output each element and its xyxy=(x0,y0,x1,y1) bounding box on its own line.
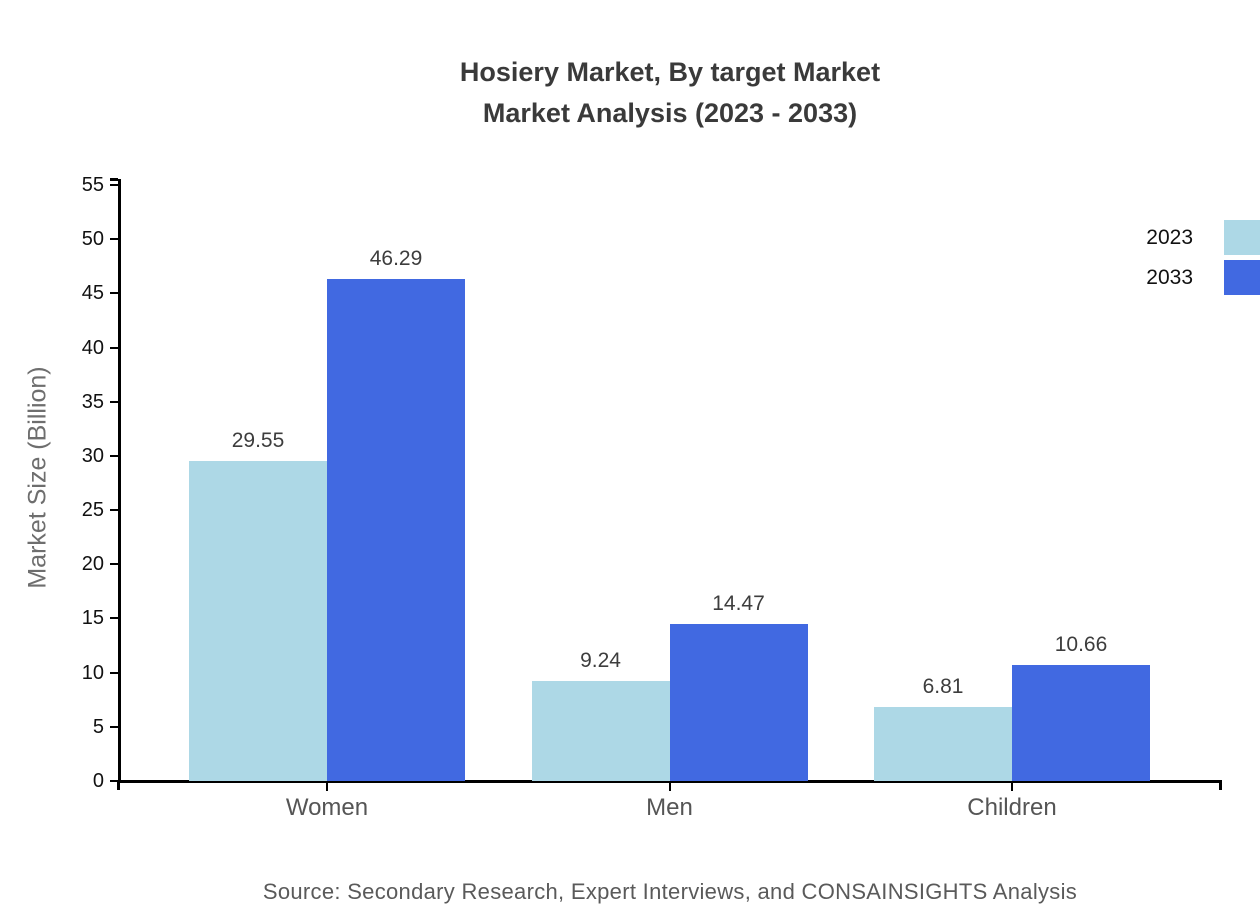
y-axis-endcap-tick xyxy=(110,178,118,181)
y-tick xyxy=(110,292,118,295)
source-note: Source: Secondary Research, Expert Inter… xyxy=(262,879,1078,904)
bar-value-label: 46.29 xyxy=(369,247,423,271)
x-axis-endcap-left xyxy=(117,781,120,790)
bar-2033-women xyxy=(327,279,465,781)
legend-swatch-2033 xyxy=(1224,260,1260,295)
y-tick xyxy=(110,617,118,620)
bar-2023-women xyxy=(189,460,327,781)
y-tick-label: 45 xyxy=(81,282,104,305)
y-axis-line xyxy=(118,179,121,783)
x-tick xyxy=(668,781,671,791)
y-tick-label: 35 xyxy=(81,390,104,413)
bar-2023-children xyxy=(874,707,1012,781)
y-tick xyxy=(110,509,118,512)
y-tick-label: 40 xyxy=(81,336,104,359)
y-tick-label: 5 xyxy=(92,715,104,738)
y-tick xyxy=(110,346,118,349)
x-category-label: Men xyxy=(646,794,693,821)
y-tick-label: 30 xyxy=(81,444,104,467)
y-axis-title: Market Size (Billion) xyxy=(23,366,52,589)
y-tick xyxy=(110,780,118,782)
y-tick-label: 10 xyxy=(81,661,104,684)
y-tick xyxy=(110,563,118,566)
bar-value-label: 10.66 xyxy=(1054,633,1108,657)
y-tick-label: 50 xyxy=(81,228,104,251)
chart-title-line2: Market Analysis (2023 - 2033) xyxy=(482,98,858,128)
y-tick xyxy=(110,400,118,403)
y-tick-label: 20 xyxy=(81,553,104,576)
x-tick xyxy=(1011,781,1013,791)
y-tick xyxy=(110,671,118,674)
bar-2033-men xyxy=(669,624,808,781)
y-tick-label: 25 xyxy=(81,499,104,522)
chart-title-line1: Hosiery Market, By target Market xyxy=(459,57,881,87)
bar-value-label: 6.81 xyxy=(922,675,964,699)
bar-value-label: 29.55 xyxy=(231,428,285,452)
legend-swatch-2023 xyxy=(1224,220,1260,255)
x-category-label: Children xyxy=(967,794,1057,821)
y-tick xyxy=(110,725,118,728)
x-tick xyxy=(326,781,328,791)
y-tick-label: 15 xyxy=(81,607,104,630)
bar-2033-children xyxy=(1012,665,1150,781)
y-tick-label: 55 xyxy=(81,174,104,196)
legend-label-2033: 2033 xyxy=(1146,266,1193,289)
x-axis-endcap-right xyxy=(1219,781,1222,790)
bar-value-label: 14.47 xyxy=(712,592,765,616)
x-category-label: Women xyxy=(285,794,369,821)
bar-value-label: 9.24 xyxy=(580,648,621,672)
y-tick xyxy=(110,454,118,457)
y-tick xyxy=(110,238,118,241)
bar-2023-men xyxy=(531,680,670,781)
y-tick xyxy=(110,184,118,186)
chart-title: Hosiery Market, By target Market Market … xyxy=(118,52,1222,134)
legend-label-2023: 2023 xyxy=(1146,226,1193,249)
y-tick-label: 0 xyxy=(92,770,104,792)
